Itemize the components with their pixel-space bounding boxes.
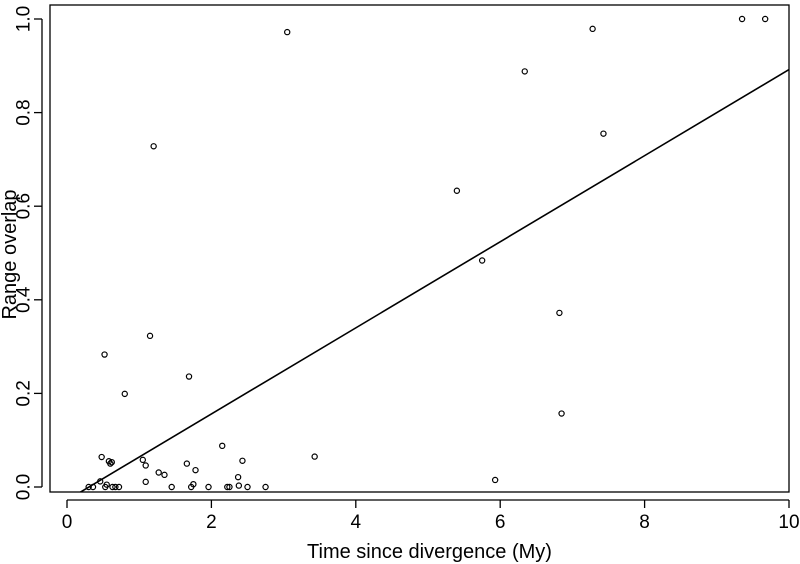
data-point	[311, 453, 318, 460]
y-axis: 0.0 0.2 0.4 0.6 0.8 1.0	[14, 6, 43, 500]
y-tick-label: 0.0	[14, 474, 35, 500]
x-tick-label: 2	[206, 512, 217, 533]
data-point	[589, 25, 596, 33]
y-axis-title: Range overlap	[0, 189, 21, 319]
data-point	[284, 28, 291, 36]
data-point	[262, 483, 269, 491]
data-point	[161, 471, 168, 479]
data-point	[491, 476, 499, 484]
data-point	[108, 458, 115, 466]
data-point	[234, 473, 242, 481]
data-point	[168, 483, 175, 491]
data-point	[219, 442, 226, 450]
y-tick-label: 1.0	[14, 6, 35, 32]
regression-line-group	[79, 68, 789, 492]
data-point	[244, 483, 251, 491]
x-tick-label: 0	[62, 512, 73, 533]
y-tick-label: 0.8	[14, 99, 35, 125]
y-tick-label: 0.2	[14, 380, 35, 406]
data-point	[478, 257, 486, 264]
data-point	[556, 309, 563, 317]
data-point	[109, 483, 116, 491]
data-point	[146, 332, 154, 340]
data-point	[239, 457, 246, 464]
data-point	[142, 478, 149, 486]
data-point	[142, 462, 149, 469]
y-tick-label: 0.6	[14, 193, 35, 219]
data-point	[103, 481, 110, 488]
data-point	[121, 390, 128, 398]
plot-border	[49, 4, 790, 493]
data-point	[558, 410, 565, 417]
data-point	[738, 15, 746, 23]
data-point	[98, 453, 105, 461]
x-tick-label: 10	[778, 512, 799, 533]
regression-line	[79, 68, 789, 492]
data-point	[155, 469, 162, 476]
data-point	[226, 483, 233, 491]
data-point	[761, 15, 769, 23]
x-axis-title: Time since divergence (My)	[307, 541, 552, 563]
x-tick-label: 8	[639, 512, 650, 533]
x-tick-label: 6	[495, 512, 506, 533]
data-point	[97, 478, 104, 485]
data-points	[85, 15, 769, 491]
data-point	[101, 351, 108, 358]
data-point	[112, 483, 119, 491]
data-point	[139, 456, 147, 464]
data-point	[521, 68, 528, 75]
data-point	[192, 466, 199, 474]
data-point	[89, 483, 97, 491]
plot-frame	[49, 4, 790, 493]
data-point	[185, 373, 193, 380]
y-tick-label: 0.4	[14, 286, 35, 313]
data-point	[600, 130, 607, 137]
data-point	[115, 483, 123, 491]
data-point	[183, 460, 191, 467]
data-point	[205, 483, 212, 491]
x-tick-label: 4	[351, 512, 362, 533]
data-point	[235, 482, 243, 489]
data-point	[150, 143, 157, 150]
data-point	[85, 483, 92, 491]
data-point	[453, 187, 461, 194]
data-point	[190, 480, 197, 488]
x-axis: 0 2 4 6 8 10	[62, 499, 800, 533]
data-point	[107, 460, 114, 467]
data-point	[224, 483, 231, 491]
